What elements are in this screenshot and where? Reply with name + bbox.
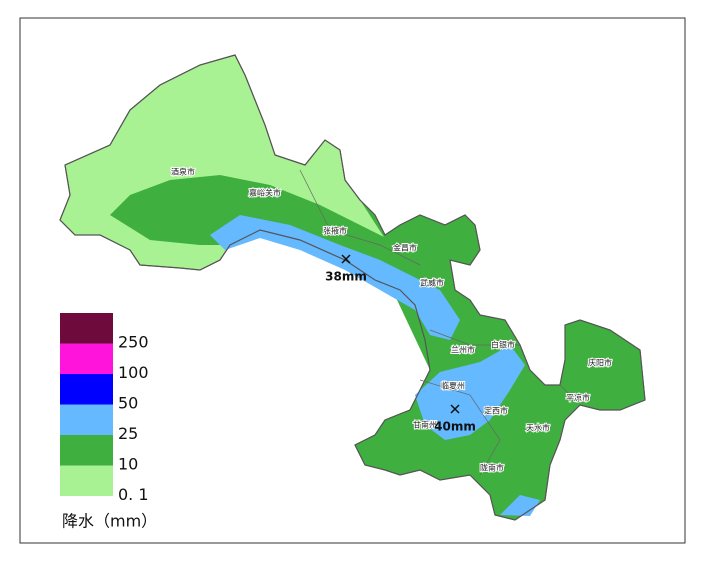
city-label: 定西市 bbox=[484, 406, 508, 416]
legend-swatch bbox=[60, 313, 113, 344]
boundary bbox=[419, 379, 501, 476]
city-label: 武威市 bbox=[420, 278, 444, 288]
boundary bbox=[429, 329, 520, 346]
legend-label: 10 bbox=[118, 455, 138, 474]
map-layers bbox=[59, 54, 646, 521]
city-label: 张掖市 bbox=[323, 226, 347, 236]
legend-swatch bbox=[60, 435, 113, 466]
city-label: 天水市 bbox=[526, 423, 550, 433]
city-label: 庆阳市 bbox=[588, 358, 612, 368]
rainfall-annotation: 38mm bbox=[325, 270, 367, 284]
legend-swatch bbox=[60, 374, 113, 405]
city-label: 金昌市 bbox=[393, 243, 417, 253]
legend-label: 50 bbox=[118, 394, 138, 413]
boundary bbox=[299, 169, 421, 266]
province-outline bbox=[59, 54, 646, 521]
city-label: 兰州市 bbox=[451, 345, 475, 355]
frame bbox=[19, 17, 686, 544]
city-label: 酒泉市 bbox=[171, 167, 195, 177]
city-label: 嘉峪关市 bbox=[249, 188, 281, 198]
legend-label: 0. 1 bbox=[118, 485, 149, 504]
rainfall-annotation: 40mm bbox=[434, 420, 476, 434]
station-marker bbox=[450, 404, 460, 414]
legend-title: 降水（mm） bbox=[62, 512, 157, 531]
legend-swatch bbox=[60, 465, 113, 496]
city-label: 临夏州 bbox=[441, 381, 465, 391]
city-label: 白银市 bbox=[491, 340, 515, 350]
region-heavy bbox=[500, 495, 540, 516]
region-heavy bbox=[415, 345, 525, 440]
city-label: 平凉市 bbox=[566, 393, 590, 403]
legend-swatch bbox=[60, 343, 113, 374]
legend-label: 25 bbox=[118, 424, 138, 443]
legend-label: 250 bbox=[118, 333, 149, 352]
legend-label: 100 bbox=[118, 363, 149, 382]
boundary bbox=[559, 384, 576, 401]
station-marker bbox=[341, 254, 351, 264]
region-heavy bbox=[210, 215, 460, 340]
city-label: 陇南市 bbox=[480, 463, 504, 473]
legend-swatch bbox=[60, 404, 113, 435]
band-medium bbox=[110, 175, 440, 340]
city-label: 甘南州 bbox=[413, 420, 437, 430]
